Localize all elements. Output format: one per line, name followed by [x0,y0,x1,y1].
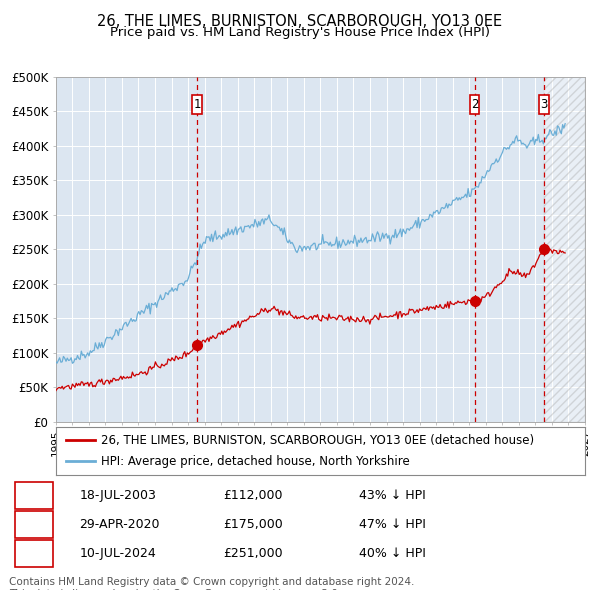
Text: 26, THE LIMES, BURNISTON, SCARBOROUGH, YO13 0EE (detached house): 26, THE LIMES, BURNISTON, SCARBOROUGH, Y… [101,434,534,447]
Text: 10-JUL-2024: 10-JUL-2024 [79,548,156,560]
Text: HPI: Average price, detached house, North Yorkshire: HPI: Average price, detached house, Nort… [101,455,410,468]
FancyBboxPatch shape [15,482,53,509]
Text: 40% ↓ HPI: 40% ↓ HPI [359,548,425,560]
Text: 26, THE LIMES, BURNISTON, SCARBOROUGH, YO13 0EE: 26, THE LIMES, BURNISTON, SCARBOROUGH, Y… [97,14,503,28]
Text: £112,000: £112,000 [224,489,283,502]
Text: £251,000: £251,000 [224,548,283,560]
Text: Contains HM Land Registry data © Crown copyright and database right 2024.
This d: Contains HM Land Registry data © Crown c… [9,577,415,590]
Text: Price paid vs. HM Land Registry's House Price Index (HPI): Price paid vs. HM Land Registry's House … [110,26,490,39]
Text: 2: 2 [471,98,478,111]
Text: 43% ↓ HPI: 43% ↓ HPI [359,489,425,502]
Text: 1: 1 [30,489,38,502]
FancyBboxPatch shape [15,511,53,538]
Text: 2: 2 [30,518,38,531]
Text: £175,000: £175,000 [224,518,283,531]
FancyBboxPatch shape [539,94,548,114]
Bar [544,77,585,422]
FancyBboxPatch shape [15,540,53,568]
Text: 18-JUL-2003: 18-JUL-2003 [79,489,157,502]
FancyBboxPatch shape [470,94,479,114]
Text: 1: 1 [193,98,201,111]
FancyBboxPatch shape [193,94,202,114]
Text: 29-APR-2020: 29-APR-2020 [79,518,160,531]
Text: 3: 3 [540,98,548,111]
Text: 47% ↓ HPI: 47% ↓ HPI [359,518,425,531]
Text: 3: 3 [30,548,38,560]
